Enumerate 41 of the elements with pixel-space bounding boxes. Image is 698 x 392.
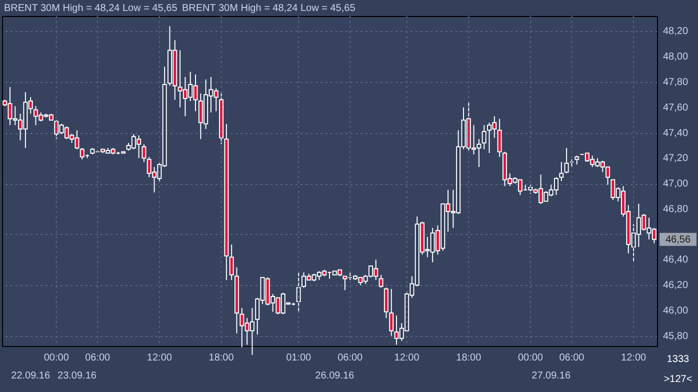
x-tick-label: 00:00	[518, 352, 544, 364]
y-tick-label: 45,80	[663, 330, 688, 342]
x-tick-label: 18:00	[208, 352, 234, 364]
candlestick	[142, 144, 146, 162]
text: >127<	[664, 374, 692, 385]
x-tick-label: 01:00	[286, 352, 312, 364]
x-tick-label: 06:00	[85, 352, 111, 364]
candlestick	[559, 161, 564, 182]
y-tick-label: 46,80	[663, 204, 688, 215]
candlestick	[229, 244, 234, 280]
y-tick-label: 48,00	[663, 52, 688, 63]
x-tick-label: 26.09.16	[315, 370, 355, 382]
x-tick-label: 22.09.16	[11, 370, 50, 382]
y-tick-label: 47,60	[663, 102, 688, 114]
candlestick	[482, 124, 486, 150]
chart-title: BRENT 30M High = 48,24 Low = 45,65	[4, 3, 178, 14]
x-tick-label: 18:00	[456, 352, 482, 364]
y-tick-label: 47,80	[663, 77, 688, 88]
candlestick	[384, 287, 388, 319]
y-tick-label: 47,40	[663, 128, 688, 139]
x-tick-label: 06:00	[338, 352, 364, 364]
text: 1333	[666, 354, 690, 365]
text: BRENT 30M High = 48,24 Low = 45,65	[182, 3, 356, 14]
candlestick	[564, 148, 569, 174]
annotation: 46,56	[665, 234, 691, 246]
y-tick-label: 46,40	[663, 254, 688, 266]
x-tick-label: 12:00	[394, 352, 420, 364]
candlestick	[389, 288, 394, 336]
x-tick-label: 06:00	[559, 352, 585, 364]
x-tick-label: 12:00	[621, 352, 646, 364]
candlestick	[497, 118, 502, 158]
x-tick-label: 12:00	[146, 352, 172, 364]
y-tick-label: 47,00	[663, 178, 688, 190]
y-tick-label: 46,00	[663, 305, 688, 316]
candlestick	[378, 274, 384, 288]
y-tick-label: 46,20	[663, 280, 688, 292]
x-tick-label: 00:00	[44, 352, 70, 364]
x-tick-label: 27.09.16	[532, 370, 571, 382]
x-tick-label: 23.09.16	[58, 370, 97, 382]
y-tick-label: 48,20	[663, 26, 688, 38]
y-tick-label: 47,20	[663, 153, 688, 164]
